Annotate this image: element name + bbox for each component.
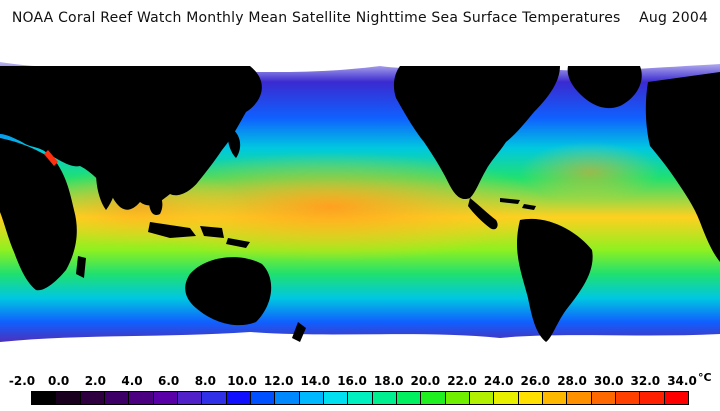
africa-landmass [0,138,77,291]
sst-map [0,42,720,370]
colorbar-unit-label: °C [698,371,712,384]
colorbar-tick-label: 20.0 [410,374,441,388]
colorbar-tick-label: 8.0 [194,374,216,388]
colorbar-tick-label: 34.0 [667,374,697,388]
madagascar-island [76,256,86,278]
colorbar-tick-label: 32.0 [630,374,661,388]
sst-map-canvas [0,42,720,370]
colorbar-tick-label: 16.0 [337,374,367,388]
colorbar-swatch [518,392,543,404]
colorbar-swatch [591,392,616,404]
colorbar-tick-label: 22.0 [447,374,477,388]
japan-islands [227,126,241,158]
greenland-landmass [567,66,642,109]
colorbar-swatch [177,392,203,404]
colorbar-swatch [153,392,178,404]
red-sea [44,150,58,166]
colorbar-tick-label: 10.0 [227,374,257,388]
colorbar-swatch [56,392,81,404]
colorbar-tick-label: 4.0 [121,374,143,388]
colorbar-tick-label: 2.0 [84,374,106,388]
caribbean-islands [500,198,536,210]
colorbar-swatch [469,392,495,404]
colorbar-swatch [445,392,470,404]
colorbar-tick-label: 14.0 [300,374,331,388]
temperature-colorbar [31,391,689,405]
europe-africa-wrap [645,72,720,262]
colorbar-tick-label: 6.0 [158,374,180,388]
eurasia-landmass [0,66,262,210]
atlantic-warm-zone [520,142,660,202]
map-title: NOAA Coral Reef Watch Monthly Mean Satel… [11,10,709,26]
colorbar-swatch [129,392,154,404]
colorbar-swatch [567,392,592,404]
antarctic-ice [0,332,720,370]
colorbar-tick-label: 24.0 [483,374,514,388]
colorbar-swatch [664,392,688,404]
colorbar-swatch [372,392,397,404]
south-america-landmass [517,218,593,342]
colorbar-swatch [202,392,227,404]
india-landmass [96,172,120,210]
colorbar-swatch [226,392,251,404]
colorbar-swatch [542,392,568,404]
colorbar-tick-label: 18.0 [373,374,404,388]
colorbar-swatch [80,392,105,404]
colorbar-tick-label: 0.0 [48,374,70,388]
new-zealand-islands [292,322,306,342]
colorbar-swatch [323,392,349,404]
colorbar-tick-labels: -2.0 0.0 2.0 4.0 6.0 8.0 10.0 12.0 14.0 16.0 18.0 2… [0,371,720,390]
colorbar-swatch [421,392,446,404]
colorbar-swatch [299,392,324,404]
colorbar-swatch [275,392,300,404]
colorbar-tick-label: -2.0 [8,374,36,388]
colorbar-swatch [250,392,276,404]
central-america-landmass [468,198,498,230]
southeast-asia-landmass [148,182,163,215]
colorbar-tick-label: 30.0 [593,374,624,388]
arctic-ice [0,42,720,72]
colorbar-tick-label: 26.0 [520,374,551,388]
colorbar-tick-label: 28.0 [557,374,587,388]
colorbar-swatch [348,392,373,404]
north-america-landmass [393,66,560,200]
colorbar-swatch [104,392,130,404]
colorbar-swatch [396,392,422,404]
colorbar-swatch [640,392,665,404]
colorbar-swatch [615,392,641,404]
colorbar-swatch [32,392,57,404]
colorbar-swatch [494,392,519,404]
australia-landmass [185,257,272,326]
indian-warm-zone [30,167,250,247]
indonesia-islands [148,222,250,248]
colorbar-tick-label: 12.0 [263,374,294,388]
